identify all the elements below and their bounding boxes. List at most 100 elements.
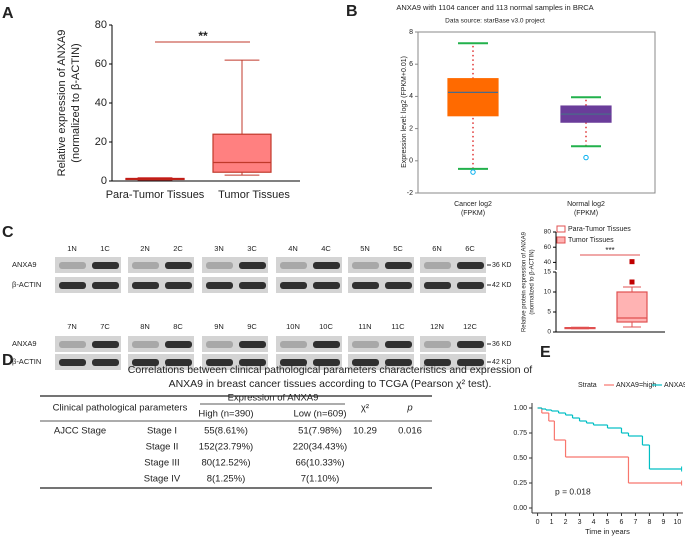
outlier	[629, 259, 635, 265]
y-tick-label: 0.25	[513, 480, 527, 487]
table-cell: 51(7.98%)	[298, 426, 342, 437]
lane-label: 10C	[319, 322, 333, 331]
lane-label: 5N	[360, 244, 370, 253]
y-tick-label: 0	[101, 175, 107, 187]
lane-label: 8N	[140, 322, 150, 331]
lane-label: 1C	[100, 244, 110, 253]
y-tick-label: 4	[409, 93, 413, 100]
blot-band	[239, 262, 266, 269]
y-tick-label: 0.75	[513, 430, 527, 437]
blot-band	[165, 282, 192, 289]
panel-letter: E	[540, 344, 551, 361]
y-tick-label: 20	[95, 136, 107, 148]
chart-title: ANXA9 with 1104 cancer and 113 normal sa…	[396, 3, 593, 12]
y-tick-label: 0.50	[513, 455, 527, 462]
blot-band	[206, 359, 233, 366]
table-header: p	[406, 403, 412, 414]
blot-band	[313, 282, 340, 289]
x-tick-label: Tumor Tissues	[218, 189, 290, 201]
blot-band	[165, 359, 192, 366]
y-tick-label: 2	[409, 125, 413, 132]
y-tick-label: 60	[95, 58, 107, 70]
y-tick-label: 40	[544, 259, 552, 266]
table-cell: 10.29	[353, 426, 377, 437]
table-cell: 152(23.79%)	[199, 442, 253, 453]
table-title: ANXA9 in breast cancer tissues according…	[169, 378, 492, 390]
blot-band	[239, 359, 266, 366]
lane-label: 11N	[358, 322, 371, 331]
x-axis-label: Time in years	[585, 527, 630, 536]
lane-label: 11C	[391, 322, 405, 331]
y-tick-label: 5	[547, 309, 551, 316]
blot-band	[424, 341, 451, 348]
table-row-group: AJCC Stage	[54, 426, 106, 437]
y-tick-label: 1.00	[513, 405, 527, 412]
y-tick-label: 0	[547, 329, 551, 336]
legend-title: Strata	[578, 382, 597, 389]
table-group-header: Expression of ANXA9	[228, 393, 319, 404]
blot-band	[132, 359, 159, 366]
blot-band	[239, 341, 266, 348]
x-tick-label: 3	[578, 519, 582, 526]
blot-band	[59, 262, 86, 269]
blot-band	[92, 341, 119, 348]
table-cell: 66(10.33%)	[295, 458, 344, 469]
protein-label: ANXA9	[12, 260, 37, 269]
lane-label: 9C	[247, 322, 257, 331]
legend-label: ANXA9=high	[616, 382, 656, 389]
table-cell: 220(34.43%)	[293, 442, 347, 453]
blot-band	[424, 262, 451, 269]
table-cell: 55(8.61%)	[204, 426, 248, 437]
lane-label: 1N	[67, 244, 77, 253]
y-axis-label: (normalized to β-ACTIN)	[530, 249, 536, 314]
protein-label: β-ACTIN	[12, 280, 41, 289]
blot-band	[92, 262, 119, 269]
blot-band	[385, 359, 412, 366]
x-tick-label: 1	[550, 519, 554, 526]
annotation: p = 0.018	[555, 486, 591, 496]
y-tick-label: 60	[544, 244, 552, 251]
plot-frame	[417, 31, 656, 194]
blot-band	[352, 262, 379, 269]
blot-band	[313, 262, 340, 269]
panel-letter: D	[2, 352, 14, 369]
blot-band	[352, 341, 379, 348]
blot-band	[92, 359, 119, 366]
blot-band	[132, 282, 159, 289]
lane-label: 7N	[67, 322, 77, 331]
y-axis-label: (normalized to β-ACTIN)	[70, 43, 82, 162]
x-tick-label: 7	[634, 519, 638, 526]
lane-label: 12N	[430, 322, 444, 331]
blot-band	[424, 359, 451, 366]
blot-band	[59, 282, 86, 289]
x-tick-label: 9	[661, 519, 665, 526]
lane-label: 2C	[173, 244, 183, 253]
x-tick-label: 10	[674, 519, 682, 526]
x-tick-label: Normal log2	[567, 201, 605, 208]
box	[616, 291, 648, 323]
x-tick-label: 8	[647, 519, 651, 526]
x-tick-label: Para-Tumor Tissues	[106, 189, 205, 201]
blot-band	[165, 262, 192, 269]
significance: ***	[605, 246, 614, 255]
blot-band	[385, 282, 412, 289]
x-tick-label: (FPKM)	[574, 210, 598, 217]
table-header: Clinical pathological parameters	[53, 403, 188, 414]
blot-band	[424, 282, 451, 289]
table-header: χ²	[361, 403, 369, 414]
y-tick-label: 15	[544, 269, 552, 276]
lane-label: 7C	[100, 322, 110, 331]
blot-band	[59, 359, 86, 366]
significance: **	[198, 29, 208, 43]
blot-band	[132, 341, 159, 348]
y-tick-label: 10	[544, 289, 552, 296]
blot-band	[457, 359, 484, 366]
table-title: Correlations between clinical pathologic…	[128, 364, 533, 376]
table-header: High (n=390)	[198, 409, 253, 420]
box	[212, 133, 272, 173]
chart-subtitle: Data source: starBase v3.0 project	[445, 18, 545, 25]
blot-band	[385, 341, 412, 348]
y-tick-label: 80	[544, 229, 552, 236]
protein-label: ANXA9	[12, 339, 37, 348]
y-tick-label: -2	[407, 190, 413, 197]
